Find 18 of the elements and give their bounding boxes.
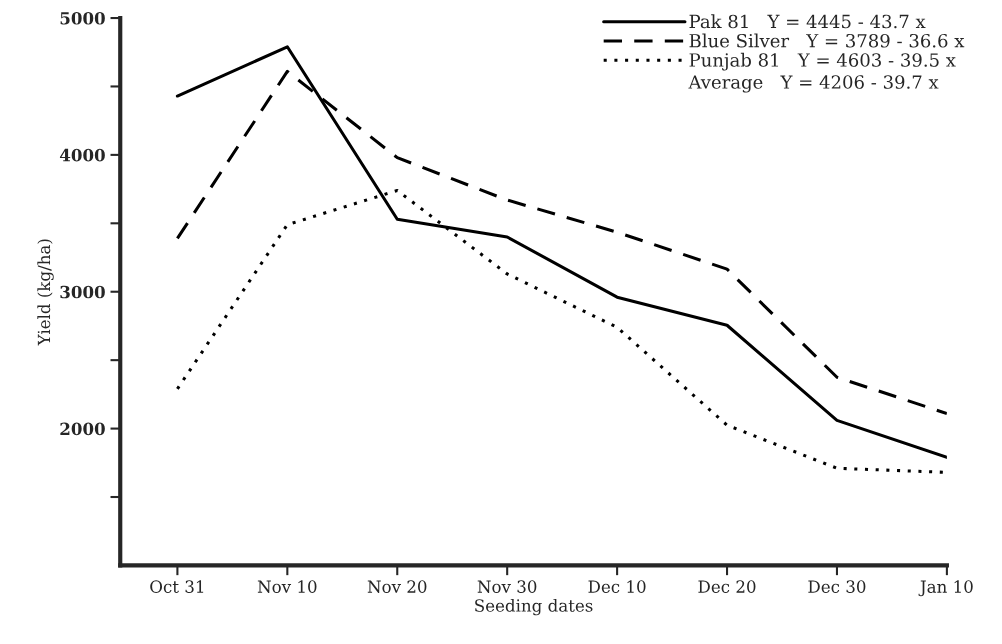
x-tick-label: Nov 10 — [257, 580, 317, 593]
x-tick-label: Dec 20 — [698, 580, 756, 593]
legend-label: Blue Silver Y = 3789 - 36.6 x — [689, 33, 965, 48]
y-axis-title: Yield (kg/ha) — [37, 239, 54, 346]
y-tick-label: 5000 — [60, 11, 105, 25]
legend-label: Punjab 81 Y = 4603 - 39.5 x — [689, 52, 956, 71]
y-tick-label: 4000 — [59, 148, 105, 162]
x-tick-label: Nov 20 — [367, 580, 427, 593]
x-tick-label: Jan 10 — [918, 580, 973, 597]
x-tick-label: Dec 10 — [588, 580, 646, 593]
y-tick-label: 2000 — [60, 422, 105, 436]
x-axis-title: Seeding dates — [475, 598, 593, 616]
annotation: Average Y = 4206 - 39.7 x — [688, 75, 939, 93]
x-tick-label: Dec 30 — [808, 580, 866, 593]
y-tick-label: 3000 — [60, 285, 105, 299]
x-tick-label: Oct 31 — [150, 580, 204, 593]
x-tick-label: Nov 30 — [477, 580, 537, 593]
legend-label: Pak 81 Y = 4445 - 43.7 x — [689, 14, 926, 29]
